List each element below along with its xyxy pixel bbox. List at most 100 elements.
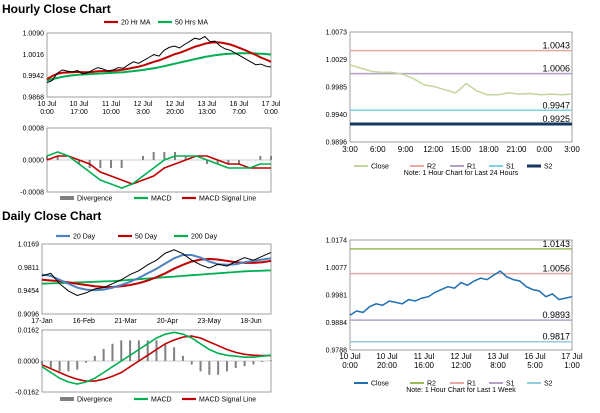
daily-divergence-legend-label: Divergence bbox=[77, 397, 113, 404]
daily_pivots-r2-legend-label: R2 bbox=[427, 381, 436, 388]
hourly_pivots-r2-legend-label: R2 bbox=[427, 164, 436, 171]
hourly-ma20-line bbox=[46, 41, 272, 80]
hourly_pivots-s1-legend-label: S1 bbox=[506, 164, 515, 171]
daily-macd-y-tick: 0.0000 bbox=[18, 359, 40, 366]
hourly_pivots-s2-legend-label: S2 bbox=[544, 164, 553, 171]
hourly_pivots-r1-label: 1.0006 bbox=[542, 64, 570, 74]
daily-price-x-tick: 16-Feb bbox=[73, 318, 95, 325]
hourly-macd-y-tick: -0.0008 bbox=[20, 190, 44, 197]
daily-price-x-tick: 18-Jun bbox=[240, 318, 262, 325]
hourly-price-y-tick: 1.0090 bbox=[23, 31, 45, 38]
hourly_pivots-y-tick: 0.9985 bbox=[326, 85, 348, 92]
hourly-price-y-tick: 0.9868 bbox=[23, 95, 45, 102]
daily_pivots-y-tick: 0.9788 bbox=[326, 348, 348, 355]
hourly_pivots-x-tick: 21:00 bbox=[506, 145, 527, 154]
daily_pivots-y-tick: 1.0077 bbox=[326, 265, 348, 272]
hourly-close-line bbox=[46, 35, 272, 84]
day20-legend-label: 20 Day bbox=[73, 234, 96, 241]
daily-price-x-tick: 20-Apr bbox=[157, 318, 179, 325]
hourly-price-frame bbox=[46, 32, 272, 98]
daily-signal-legend-label: MACD Signal Line bbox=[199, 397, 256, 404]
daily-price-y-tick: 0.9811 bbox=[18, 265, 39, 272]
daily-price-frame bbox=[41, 243, 272, 315]
hourly-price-x-tick-time: 0:00 bbox=[264, 109, 278, 116]
hourly-macd-line bbox=[46, 151, 271, 189]
daily-macd-y-tick: 0.0162 bbox=[18, 328, 40, 335]
daily-price-x-tick: 17-Jan bbox=[31, 318, 53, 325]
daily-section-title: Daily Close Chart bbox=[2, 209, 102, 223]
ma50-legend-label: 50 Hrs MA bbox=[175, 20, 208, 27]
hourly_pivots-r2-label: 1.0043 bbox=[542, 41, 570, 51]
daily_pivots-x-tick-date: 10 Jul bbox=[376, 352, 398, 361]
daily-price-y-tick: 1.0169 bbox=[18, 242, 40, 249]
daily-ma20-line bbox=[41, 254, 272, 292]
hourly-price-x-tick-date: 12 Jul bbox=[134, 101, 153, 108]
hourly-price-y-tick: 1.0016 bbox=[23, 52, 45, 59]
hourly_pivots-y-tick: 0.9896 bbox=[326, 140, 348, 147]
daily_pivots-x-tick-time: 1:00 bbox=[564, 361, 580, 370]
hourly_pivots-y-tick: 1.0073 bbox=[326, 30, 348, 37]
daily-price-x-tick: 21-Mar bbox=[115, 318, 138, 325]
hourly_pivots-x-tick: 12:00 bbox=[423, 145, 444, 154]
hourly-price-x-tick-time: 0:00 bbox=[40, 109, 54, 116]
daily_pivots-y-tick: 0.9981 bbox=[326, 293, 348, 300]
daily_pivots-y-tick: 1.0174 bbox=[326, 238, 348, 245]
hourly_pivots-x-tick: 3:00 bbox=[342, 145, 358, 154]
daily_pivots-close-line bbox=[349, 270, 573, 316]
daily_pivots-r1-label: 1.0056 bbox=[542, 264, 570, 274]
hourly-price-x-tick-time: 7:00 bbox=[232, 109, 246, 116]
hourly-signal-legend-label: MACD Signal Line bbox=[199, 196, 256, 203]
daily-price-x-tick: 23-May bbox=[198, 318, 222, 325]
hourly-section-title: Hourly Close Chart bbox=[2, 2, 111, 16]
daily_pivots-s1-legend-label: S1 bbox=[506, 381, 515, 388]
hourly_pivots-s2-label: 0.9925 bbox=[542, 114, 570, 124]
hourly_pivots-y-tick: 0.9940 bbox=[326, 112, 348, 119]
daily_pivots-s2-legend-label: S2 bbox=[544, 381, 553, 388]
hourly-ma50-line bbox=[46, 52, 272, 82]
hourly-macd-legend-label: MACD bbox=[151, 196, 172, 203]
daily-signal-line bbox=[41, 335, 271, 382]
hourly-price-x-tick-date: 10 Jul bbox=[38, 101, 57, 108]
daily_pivots-x-tick-date: 12 Jul bbox=[450, 352, 472, 361]
hourly_pivots-note: Note: 1 Hour Chart for Last 24 Hours bbox=[404, 170, 519, 177]
daily-macd-line bbox=[41, 331, 272, 385]
daily-price-y-tick: 0.9096 bbox=[18, 312, 40, 319]
hourly-price-x-tick-date: 12 Jul bbox=[166, 101, 185, 108]
hourly-price-x-tick-time: 10:00 bbox=[102, 109, 120, 116]
daily_pivots-close-legend-label: Close bbox=[371, 381, 389, 388]
hourly-price-x-tick-time: 3:00 bbox=[136, 109, 150, 116]
hourly-macd-y-tick: 0.0008 bbox=[23, 126, 45, 133]
hourly-price-x-tick-date: 17 Jul bbox=[262, 101, 281, 108]
hourly-price-x-tick-time: 17:00 bbox=[70, 109, 88, 116]
daily_pivots-x-tick-date: 16 Jul bbox=[524, 352, 546, 361]
hourly-price-x-tick-time: 13:00 bbox=[198, 109, 216, 116]
daily_pivots-r2-label: 1.0143 bbox=[542, 239, 570, 249]
daily_pivots-s1-label: 0.9893 bbox=[542, 310, 570, 320]
hourly_pivots-close-line bbox=[349, 64, 573, 96]
daily_pivots-x-tick-date: 13 Jul bbox=[487, 352, 509, 361]
hourly_pivots-close-legend-label: Close bbox=[371, 164, 389, 171]
daily-pivot-chart: 1.0174 1.0077 0.9981 0.9884 0.9788 1.0143 1.00… bbox=[326, 238, 583, 395]
daily-ma50-line bbox=[41, 257, 272, 288]
hourly-price-x-tick-date: 11 Jul bbox=[102, 101, 121, 108]
hourly-price-x-tick-time: 20:00 bbox=[166, 109, 184, 116]
hourly_pivots-r1-legend-label: R1 bbox=[467, 164, 476, 171]
daily_pivots-x-tick-time: 8:00 bbox=[490, 361, 506, 370]
hourly_pivots-x-tick: 9:00 bbox=[398, 145, 414, 154]
hourly-signal-line bbox=[46, 155, 271, 185]
daily_pivots-x-tick-time: 5:00 bbox=[527, 361, 543, 370]
daily_pivots-x-tick-time: 0:00 bbox=[342, 361, 358, 370]
daily_pivots-s2-label: 0.9817 bbox=[542, 332, 570, 342]
hourly_pivots-x-tick: 15:00 bbox=[451, 145, 472, 154]
daily_pivots-frame bbox=[349, 239, 573, 351]
daily-close-line bbox=[41, 249, 272, 297]
hourly_pivots-x-tick: 0:00 bbox=[536, 145, 552, 154]
daily-macd-legend-label: MACD bbox=[151, 397, 172, 404]
hourly-price-x-tick-date: 10 Jul bbox=[70, 101, 89, 108]
hourly-macd-y-tick: 0.0000 bbox=[23, 158, 45, 165]
daily_pivots-x-tick-date: 10 Jul bbox=[339, 352, 361, 361]
hourly-price-x-tick-date: 16 Jul bbox=[230, 101, 249, 108]
daily-price-chart: 20 Day 50 Day 200 Day 1.0169 0.9811 0.9454 0.9… bbox=[18, 234, 272, 325]
daily_pivots-x-tick-date: 11 Jul bbox=[414, 352, 435, 361]
hourly_pivots-s1-label: 0.9947 bbox=[542, 100, 570, 110]
